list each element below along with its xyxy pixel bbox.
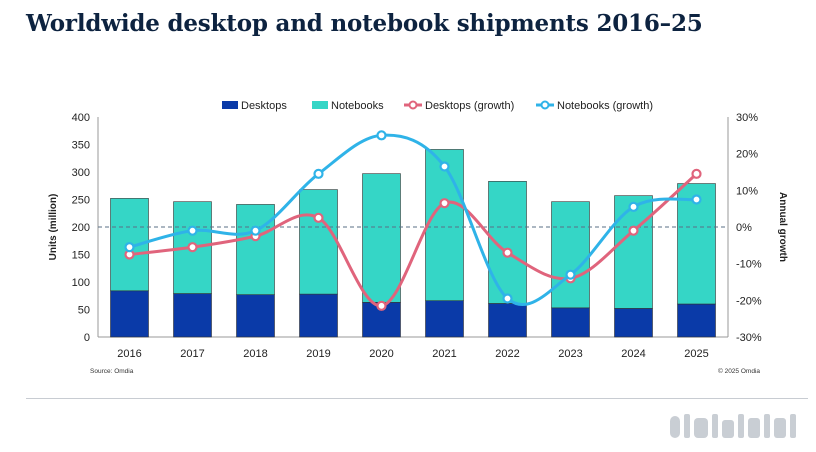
x-tick-label: 2019 [306, 348, 330, 360]
bar-desktops [488, 303, 527, 338]
bar-desktops [299, 293, 338, 338]
point-notebooks-growth [691, 194, 702, 205]
y-tick-label: 0 [84, 332, 90, 344]
x-tick-label: 2017 [180, 348, 204, 360]
y2-tick-label: 10% [736, 185, 758, 197]
point-notebooks-growth [187, 225, 198, 236]
y2-tick-label: 30% [736, 112, 758, 124]
legend-label-notebooks: Notebooks [331, 100, 384, 112]
point-notebooks-growth [628, 201, 639, 212]
bars [110, 149, 716, 338]
point-notebooks-growth [565, 269, 576, 280]
bar-desktops [173, 293, 212, 338]
x-tick-label: 2025 [684, 348, 708, 360]
bar-notebooks [299, 189, 338, 295]
point-notebooks-growth [439, 161, 450, 172]
y2-axis-title: Annual growth [777, 192, 788, 262]
legend-swatch-desktops [222, 101, 238, 109]
legend: Desktops Notebooks Desktops (growth) Notebo… [222, 100, 653, 112]
y-tick-label: 100 [72, 277, 90, 289]
axes: 0 50 100 150 200 250 300 350 400 -30% -20% -10% 0% 10… [48, 112, 788, 360]
bar-desktops [614, 308, 653, 338]
y-tick-label: 300 [72, 167, 90, 179]
legend-marker-desktops-growth [408, 100, 418, 110]
bar-desktops [425, 300, 464, 338]
line-desktops-growth [129, 172, 698, 308]
x-tick-label: 2021 [432, 348, 456, 360]
y-tick-label: 200 [72, 222, 90, 234]
point-notebooks-growth [313, 168, 324, 179]
y2-tick-label: -30% [736, 332, 762, 344]
y2-tick-label: 0% [736, 222, 752, 234]
bar-desktops [551, 307, 590, 338]
point-desktops-growth [502, 247, 513, 258]
y2-tick-label: -20% [736, 295, 762, 307]
x-tick-label: 2023 [558, 348, 582, 360]
bar-notebooks [236, 204, 275, 295]
x-tick-label: 2018 [243, 348, 267, 360]
line-notebooks-growth [129, 133, 697, 306]
point-desktops-growth [187, 242, 198, 253]
growth-lines [124, 130, 702, 311]
point-notebooks-growth [502, 293, 513, 304]
legend-label-desktops-growth: Desktops (growth) [425, 100, 514, 112]
omdia-logo-icon [670, 414, 796, 438]
point-desktops-growth [376, 300, 387, 311]
bar-desktops [236, 294, 275, 338]
y2-tick-label: 20% [736, 149, 758, 161]
point-desktops-growth [691, 168, 702, 179]
copyright-note: © 2025 Omdia [718, 367, 760, 375]
point-desktops-growth [313, 212, 324, 223]
x-tick-label: 2020 [369, 348, 393, 360]
point-notebooks-growth [124, 242, 135, 253]
y-tick-label: 250 [72, 195, 90, 207]
x-tick-label: 2022 [495, 348, 519, 360]
legend-label-desktops: Desktops [241, 100, 287, 112]
y-axis-title: Units (million) [48, 194, 59, 261]
y-tick-label: 50 [78, 305, 90, 317]
bar-desktops [677, 303, 716, 338]
bar-notebooks [551, 201, 590, 309]
point-notebooks-growth [250, 225, 261, 236]
y-tick-label: 150 [72, 250, 90, 262]
legend-label-notebooks-growth: Notebooks (growth) [557, 100, 653, 112]
y-tick-label: 350 [72, 140, 90, 152]
source-note: Source: Omdia [90, 368, 134, 375]
x-tick-label: 2016 [117, 348, 141, 360]
footer-divider [26, 398, 808, 399]
bar-desktops [110, 290, 149, 338]
bar-notebooks [425, 149, 464, 301]
y2-tick-label: -10% [736, 259, 762, 271]
bar-notebooks [362, 173, 401, 303]
point-notebooks-growth [376, 130, 387, 141]
point-desktops-growth [628, 225, 639, 236]
bar-notebooks [614, 195, 653, 309]
chart-title: Worldwide desktop and notebook shipments… [26, 10, 703, 37]
y-tick-label: 400 [72, 112, 90, 124]
legend-swatch-notebooks [312, 101, 328, 109]
legend-marker-notebooks-growth [540, 100, 550, 110]
point-desktops-growth [439, 198, 450, 209]
x-tick-label: 2024 [621, 348, 645, 360]
